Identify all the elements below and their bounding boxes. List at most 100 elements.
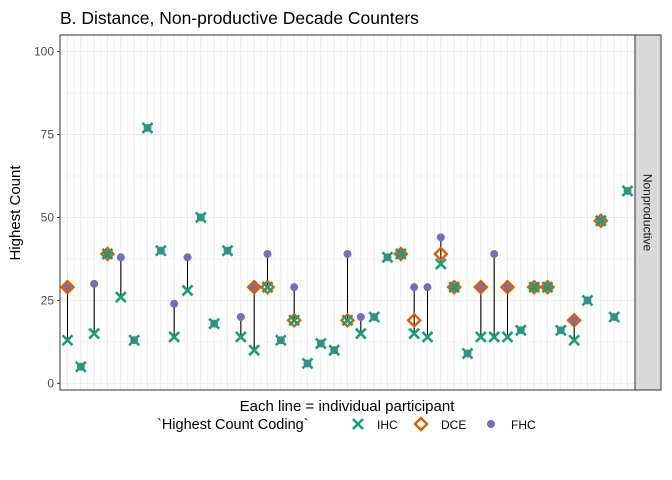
y-tick-label: 0 [47,376,54,390]
dce-points [59,213,609,329]
participant-lines [66,237,575,351]
legend-x-marker [352,418,364,430]
dce-point [473,279,489,295]
fhc-point [503,283,512,292]
y-tick-label: 75 [41,128,55,142]
fhc-point [263,249,272,258]
ihc-point [88,327,101,340]
legend-title: `Highest Count Coding` [157,417,309,433]
fhc-point [170,299,179,308]
ihc-point [248,344,261,357]
legend-circle-marker [487,420,495,428]
ihc-point [448,281,461,294]
ihc-point [274,334,287,347]
fhc-point [183,253,192,262]
ihc-point [514,324,527,337]
legend-label-ihc: IHC [377,418,398,432]
ihc-point [368,311,381,323]
ihc-point [541,281,554,294]
ihc-point [221,244,234,257]
ihc-point [194,211,207,224]
y-axis-ticks: 0 25 50 75 100 [34,45,60,390]
y-tick-label: 100 [34,45,54,59]
ihc-point [181,284,194,297]
dce-point [566,312,582,329]
fhc-point [490,249,499,258]
facet-strip [634,34,662,391]
fhc-point [250,283,259,292]
ihc-point [354,327,367,340]
ihc-point [208,317,221,330]
ihc-point [568,334,581,347]
legend: `Highest Count Coding` IHC DCE FHC [157,416,536,433]
ihc-point [101,248,114,260]
fhc-point [423,283,432,292]
dce-point [99,246,116,262]
dce-point [393,246,409,262]
ihc-point [434,258,447,270]
ihc-point [128,334,141,347]
fhc-point [236,313,245,322]
ihc-point [554,324,567,337]
dce-point [339,312,356,329]
dce-point [259,279,276,295]
y-axis-title: Highest Count [7,165,24,261]
dce-point [406,312,422,329]
ihc-point [461,347,474,360]
dce-point [539,279,556,295]
ihc-point [114,291,127,304]
ihc-point [474,330,487,343]
ihc-point [501,330,514,343]
fhc-point [410,283,419,292]
y-tick-label: 25 [41,293,55,307]
ihc-point [154,244,167,257]
ihc-point [488,330,501,343]
legend-label-fhc: FHC [511,418,536,432]
legend-item-fhc: FHC [487,418,536,432]
legend-item-ihc: IHC [352,418,398,432]
ihc-point [594,214,607,227]
fhc-point [63,283,72,292]
ihc-point [381,251,394,264]
ihc-point [528,281,541,294]
ihc-points [61,121,634,373]
fhc-point [90,279,99,288]
dce-point [246,279,262,295]
ihc-point [61,334,74,347]
legend-diamond-marker [413,416,429,432]
fhc-point [356,313,365,322]
facet-strip-label: Nonproductive [641,174,655,252]
dce-point [446,279,462,295]
fhc-point [290,283,299,292]
ihc-point [328,344,341,357]
ihc-point [421,330,434,343]
ihc-point [141,121,154,134]
ihc-point [168,330,181,343]
y-tick-label: 50 [41,210,55,224]
dce-point [526,279,542,295]
dce-point [59,279,76,295]
fhc-point [436,233,445,242]
legend-label-dce: DCE [441,418,466,432]
ihc-point [341,314,354,327]
ihc-point [261,281,274,294]
dce-point [499,279,516,295]
fhc-point [343,249,352,258]
ihc-point [394,248,407,260]
fhc-point [476,283,485,292]
dce-point [593,213,609,229]
ihc-point [314,337,327,350]
ihc-point [288,314,301,327]
legend-item-dce: DCE [413,416,466,432]
dce-point [433,246,449,262]
chart-title: B. Distance, Non-productive Decade Count… [60,8,419,28]
ihc-point [234,330,247,343]
x-axis-title: Each line = individual participant [240,398,456,415]
ihc-point [301,357,314,370]
ihc-point [408,327,421,340]
fhc-point [570,316,579,325]
fhc-point [116,253,125,262]
ihc-point [608,311,621,323]
